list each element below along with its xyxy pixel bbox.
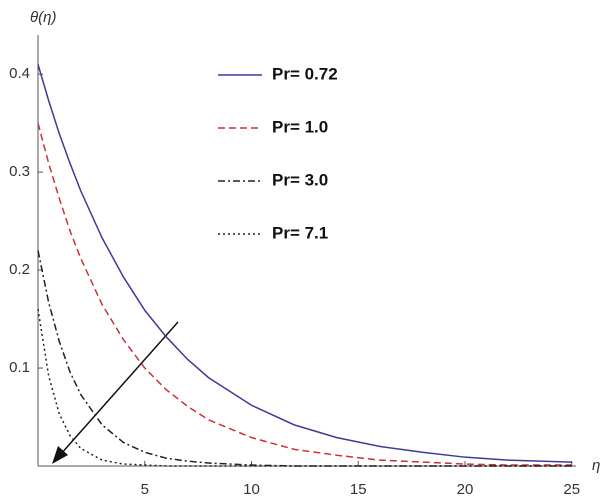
x-tick-label: 25 xyxy=(563,481,580,498)
y-tick-label: 0.4 xyxy=(9,65,30,82)
x-tick-label: 20 xyxy=(457,481,474,498)
trend-arrow xyxy=(52,321,179,464)
legend-label: Pr= 7.1 xyxy=(272,223,328,242)
legend-label: Pr= 3.0 xyxy=(272,170,328,189)
series-line xyxy=(37,122,572,466)
y-axis-label: θ(η) xyxy=(30,9,56,26)
x-tick-label: 10 xyxy=(243,481,260,498)
legend-label: Pr= 0.72 xyxy=(272,64,338,83)
y-tick-label: 0.2 xyxy=(9,261,30,278)
x-tick-label: 15 xyxy=(350,481,367,498)
x-tick-label: 5 xyxy=(141,481,149,498)
x-axis-label: η xyxy=(592,457,600,474)
series-line xyxy=(37,250,572,467)
series-line xyxy=(37,64,572,463)
series-line xyxy=(37,309,572,467)
legend-label: Pr= 1.0 xyxy=(272,117,328,136)
y-tick-label: 0.1 xyxy=(9,359,30,376)
y-tick-label: 0.3 xyxy=(9,163,30,180)
